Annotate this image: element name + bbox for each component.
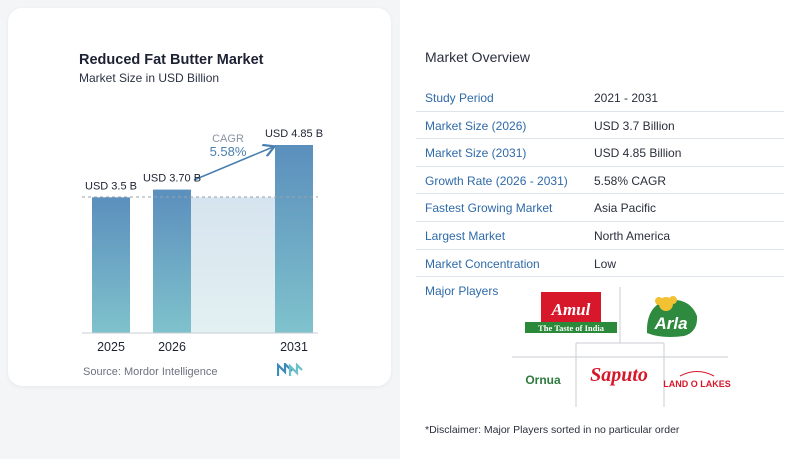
row-value: USD 3.7 Billion <box>594 118 675 133</box>
bar-2031 <box>275 145 313 333</box>
row-key: Study Period <box>425 91 494 105</box>
row-key: Growth Rate (2026 - 2031) <box>425 173 568 188</box>
row-key: Largest Market <box>425 228 506 243</box>
overview-row: Market Concentration Low <box>416 250 784 278</box>
overview-panel <box>400 0 800 459</box>
overview-table: Study Period 2021 - 2031 Market Size (202… <box>416 84 784 278</box>
source-text: Source: Mordor Intelligence <box>83 366 218 378</box>
row-value: Low <box>594 256 617 271</box>
cagr-arrow <box>193 147 273 181</box>
overview-title: Market Overview <box>425 49 531 65</box>
row-key: Market Size (2031) <box>425 146 527 161</box>
tick-label-2025: 2025 <box>97 340 125 354</box>
cagr-value: 5.58% <box>210 144 247 159</box>
data-label-2031: USD 4.85 B <box>265 128 323 140</box>
bar-chart: CAGR 5.58% USD 3.5 B 2025 USD 3.70 B 2026 US… <box>82 128 323 354</box>
chart-subtitle: Market Size in USD Billion <box>79 71 220 85</box>
overview-row: Market Size (2031) USD 4.85 Billion <box>416 139 784 167</box>
data-label-2025: USD 3.5 B <box>85 180 137 192</box>
mordor-logo-icon <box>277 363 303 376</box>
overview-row: Largest Market North America <box>416 222 784 250</box>
tick-label-2026: 2026 <box>158 340 186 354</box>
overview-row: Growth Rate (2026 - 2031) 5.58% CAGR <box>416 167 784 195</box>
chart-title: Reduced Fat Butter Market <box>79 52 264 68</box>
major-players-label: Major Players <box>425 284 499 298</box>
bar-2026 <box>153 189 191 333</box>
tick-label-2031: 2031 <box>280 340 308 354</box>
cagr-label: CAGR <box>212 133 244 145</box>
period-band <box>191 197 275 333</box>
row-key: Fastest Growing Market <box>425 201 553 216</box>
overview-row: Fastest Growing Market Asia Pacific <box>416 194 784 222</box>
disclaimer-text: *Disclaimer: Major Players sorted in no … <box>425 424 680 436</box>
row-value: Asia Pacific <box>594 201 657 216</box>
row-key: Market Size (2026) <box>425 118 527 133</box>
row-value: USD 4.85 Billion <box>594 146 682 161</box>
bar-2025 <box>92 197 130 333</box>
data-label-2026: USD 3.70 B <box>143 173 201 185</box>
overview-row: Market Size (2026) USD 3.7 Billion <box>416 112 784 140</box>
row-key: Market Concentration <box>425 256 540 271</box>
row-value: North America <box>594 228 671 243</box>
overview-row: Study Period 2021 - 2031 <box>416 84 784 112</box>
row-value: 5.58% CAGR <box>594 173 667 188</box>
row-value: 2021 - 2031 <box>594 91 659 105</box>
